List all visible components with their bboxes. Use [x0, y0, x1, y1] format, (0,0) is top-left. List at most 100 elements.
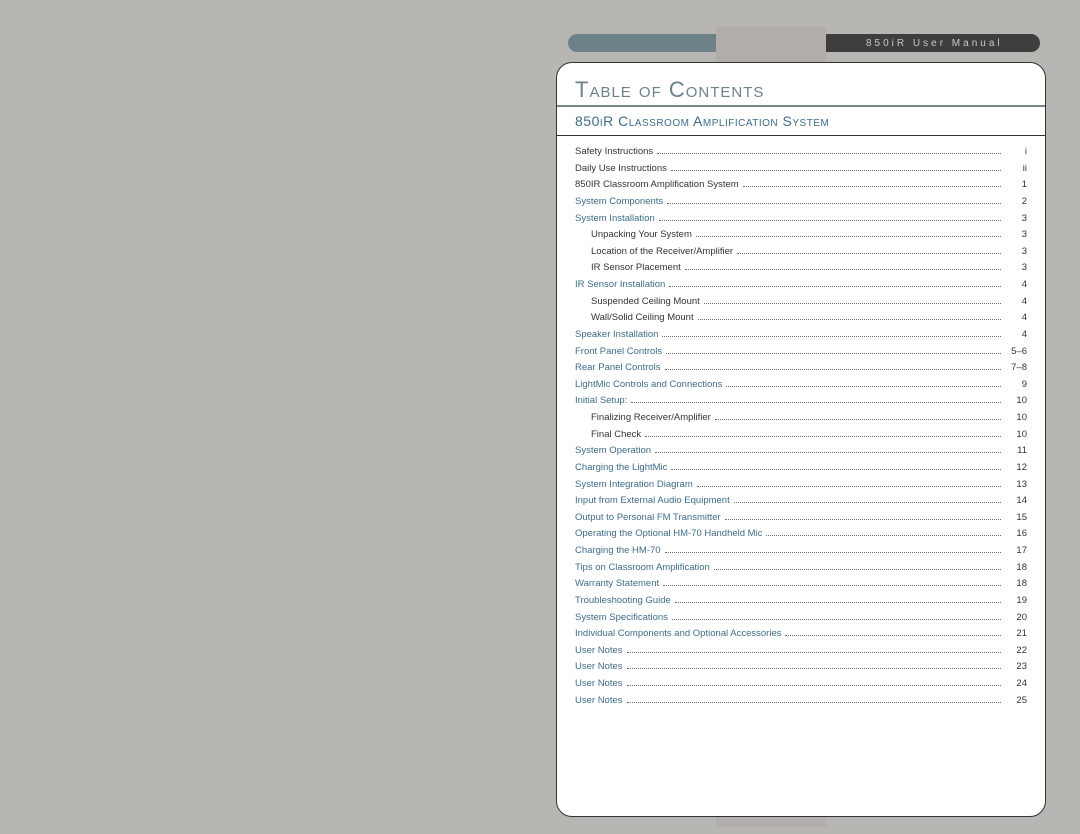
toc-row: User Notes 24: [575, 676, 1027, 693]
toc-entry-page: 3: [1005, 211, 1027, 228]
toc-entry-label[interactable]: System Components: [575, 194, 663, 211]
dot-leader: [696, 236, 1001, 237]
toc-entry-label[interactable]: Charging the LightMic: [575, 460, 667, 477]
toc-entry-label[interactable]: Rear Panel Controls: [575, 360, 661, 377]
toc-row: System Specifications20: [575, 610, 1027, 627]
toc-entry-label[interactable]: User Notes: [575, 693, 623, 710]
toc-entry-label[interactable]: LightMic Controls and Connections: [575, 377, 722, 394]
toc-entry-label[interactable]: Location of the Receiver/Amplifier: [575, 244, 733, 261]
toc-entry-label[interactable]: Individual Components and Optional Acces…: [575, 626, 781, 643]
content-panel: Table of Contents 850iR Classroom Amplif…: [556, 62, 1046, 817]
toc-entry-page: 7–8: [1005, 360, 1027, 377]
toc-entry-label[interactable]: System Specifications: [575, 610, 668, 627]
toc-entry-label[interactable]: Speaker Installation: [575, 327, 658, 344]
toc-row: System Integration Diagram 13: [575, 477, 1027, 494]
toc-row: Location of the Receiver/Amplifier3: [575, 244, 1027, 261]
toc-entry-page: 18: [1005, 576, 1027, 593]
toc-entry-label[interactable]: Tips on Classroom Amplification: [575, 560, 710, 577]
toc-entry-label[interactable]: Charging the HM-70: [575, 543, 661, 560]
toc-entry-page: 10: [1005, 410, 1027, 427]
toc-entry-label[interactable]: Wall/Solid Ceiling Mount: [575, 310, 694, 327]
toc-row: 850IR Classroom Amplification System1: [575, 177, 1027, 194]
toc-entry-page: 16: [1005, 526, 1027, 543]
toc-entry-page: 24: [1005, 676, 1027, 693]
toc-entry-page: 19: [1005, 593, 1027, 610]
toc-entry-label[interactable]: Initial Setup:: [575, 393, 627, 410]
toc-entry-label[interactable]: System Integration Diagram: [575, 477, 693, 494]
dot-leader: [659, 220, 1001, 221]
dot-leader: [669, 286, 1001, 287]
toc-row: Unpacking Your System3: [575, 227, 1027, 244]
dot-leader: [665, 552, 1001, 553]
toc-entry-label[interactable]: Suspended Ceiling Mount: [575, 294, 700, 311]
dot-leader: [655, 452, 1001, 453]
toc-entry-label[interactable]: System Operation: [575, 443, 651, 460]
toc-row: Rear Panel Controls 7–8: [575, 360, 1027, 377]
toc-entry-label[interactable]: 850IR Classroom Amplification System: [575, 177, 739, 194]
toc-entry-label[interactable]: Warranty Statement: [575, 576, 659, 593]
toc-entry-page: 4: [1005, 294, 1027, 311]
dot-leader: [725, 519, 1001, 520]
dot-leader: [627, 652, 1001, 653]
toc-entry-label[interactable]: User Notes: [575, 643, 623, 660]
toc-row: System Components 2: [575, 194, 1027, 211]
dot-leader: [785, 635, 1001, 636]
toc-row: Wall/Solid Ceiling Mount 4: [575, 310, 1027, 327]
dot-leader: [665, 369, 1001, 370]
toc-subtitle: 850iR Classroom Amplification System: [557, 107, 1045, 136]
toc-row: Troubleshooting Guide 19: [575, 593, 1027, 610]
toc-entry-page: 22: [1005, 643, 1027, 660]
toc-row: Input from External Audio Equipment14: [575, 493, 1027, 510]
dot-leader: [675, 602, 1001, 603]
toc-entry-label[interactable]: Troubleshooting Guide: [575, 593, 671, 610]
toc-entry-page: 13: [1005, 477, 1027, 494]
dot-leader: [671, 469, 1001, 470]
toc-row: System Operation 11: [575, 443, 1027, 460]
toc-entry-label[interactable]: Final Check: [575, 427, 641, 444]
dot-leader: [737, 253, 1001, 254]
toc-row: LightMic Controls and Connections9: [575, 377, 1027, 394]
toc-row: IR Sensor Installation 4: [575, 277, 1027, 294]
toc-entry-page: 15: [1005, 510, 1027, 527]
dot-leader: [631, 402, 1001, 403]
toc-entry-label[interactable]: Front Panel Controls: [575, 344, 662, 361]
toc-row: Initial Setup:10: [575, 393, 1027, 410]
toc-entry-label[interactable]: User Notes: [575, 676, 623, 693]
toc-entry-page: 5–6: [1005, 344, 1027, 361]
toc-row: Warranty Statement 18: [575, 576, 1027, 593]
dot-leader: [627, 668, 1001, 669]
toc-row: System Installation 3: [575, 211, 1027, 228]
toc-entry-label[interactable]: Unpacking Your System: [575, 227, 692, 244]
dot-leader: [667, 203, 1001, 204]
dot-leader: [704, 303, 1001, 304]
toc-entry-label[interactable]: System Installation: [575, 211, 655, 228]
dot-leader: [698, 319, 1001, 320]
toc-entry-label[interactable]: Safety Instructions: [575, 144, 653, 161]
toc-entry-page: 10: [1005, 427, 1027, 444]
toc-entry-page: 25: [1005, 693, 1027, 710]
dot-leader: [766, 535, 1001, 536]
toc-entry-label[interactable]: Operating the Optional HM-70 Handheld Mi…: [575, 526, 762, 543]
toc-row: Suspended Ceiling Mount 4: [575, 294, 1027, 311]
toc-row: Daily Use Instructionsii: [575, 161, 1027, 178]
dot-leader: [666, 353, 1001, 354]
toc-entry-label[interactable]: User Notes: [575, 659, 623, 676]
dot-leader: [671, 170, 1001, 171]
dot-leader: [715, 419, 1001, 420]
toc-entry-page: 11: [1005, 443, 1027, 460]
toc-entry-page: 18: [1005, 560, 1027, 577]
toc-entry-label[interactable]: Output to Personal FM Transmitter: [575, 510, 721, 527]
toc-row: IR Sensor Placement3: [575, 260, 1027, 277]
toc-row: Speaker Installation4: [575, 327, 1027, 344]
toc-entry-page: 4: [1005, 277, 1027, 294]
toc-entry-page: 2: [1005, 194, 1027, 211]
dot-leader: [714, 569, 1001, 570]
toc-entry-label[interactable]: Input from External Audio Equipment: [575, 493, 730, 510]
toc-entry-page: 4: [1005, 310, 1027, 327]
toc-entry-label[interactable]: Finalizing Receiver/Amplifier: [575, 410, 711, 427]
toc-entry-label[interactable]: IR Sensor Placement: [575, 260, 681, 277]
toc-entry-page: 21: [1005, 626, 1027, 643]
dot-leader: [645, 436, 1001, 437]
toc-entry-label[interactable]: IR Sensor Installation: [575, 277, 665, 294]
toc-entry-label[interactable]: Daily Use Instructions: [575, 161, 667, 178]
